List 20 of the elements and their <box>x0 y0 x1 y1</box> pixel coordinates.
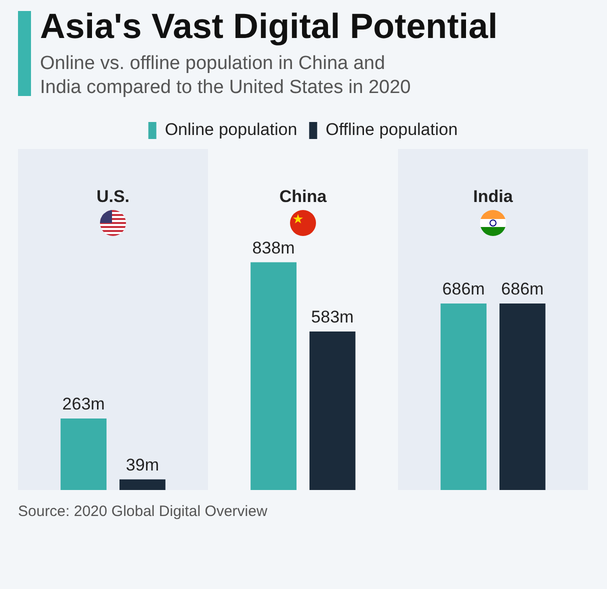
x-tick-label: China <box>279 186 328 206</box>
data-label: 39m <box>126 456 159 475</box>
data-label: 686m <box>442 280 485 299</box>
bar <box>309 332 356 490</box>
source-note: Source: 2020 Global Digital Overview <box>18 503 268 520</box>
chart-title: Asia's Vast Digital Potential <box>40 6 498 48</box>
bar <box>440 304 487 490</box>
x-tick-label: U.S. <box>96 186 130 206</box>
bar <box>119 479 166 490</box>
bar <box>60 418 107 490</box>
data-label: 838m <box>252 238 295 258</box>
chart-subtitle: Online vs. offline population in China and India compared to the United States in 2020 <box>40 52 412 100</box>
x-tick-label: India <box>473 186 514 206</box>
data-label: 583m <box>311 308 354 327</box>
data-label: 263m <box>62 394 105 414</box>
legend-label: Online population <box>164 120 298 140</box>
bar <box>250 262 297 490</box>
legend-label: Offline population <box>326 120 458 140</box>
bar <box>499 304 546 490</box>
data-label: 686m <box>501 280 544 299</box>
